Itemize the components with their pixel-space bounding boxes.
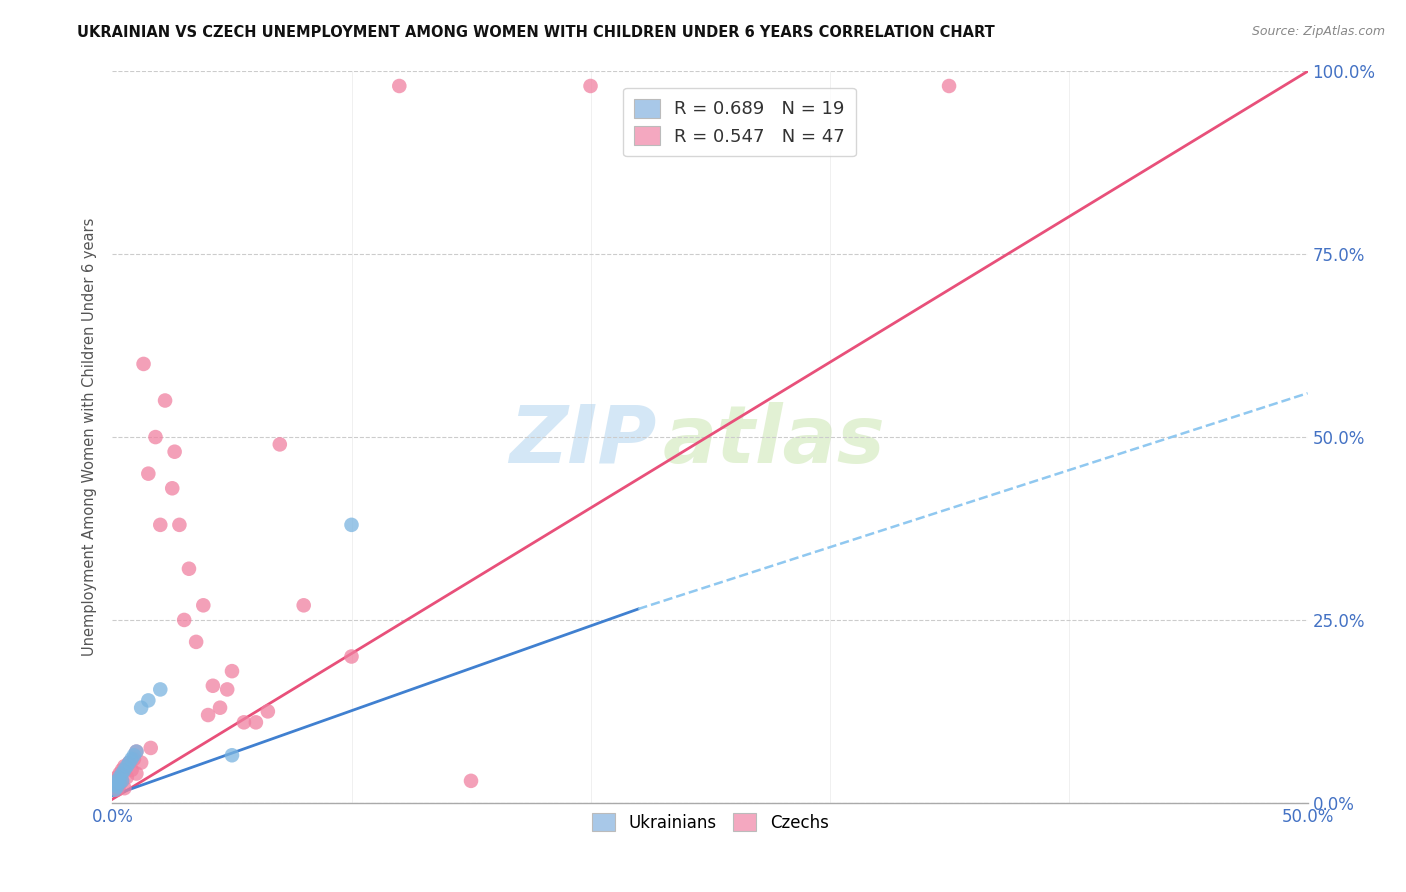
Point <box>201 679 224 693</box>
Point <box>269 437 291 451</box>
Point <box>138 467 160 481</box>
Point <box>221 748 243 763</box>
Point <box>105 773 128 788</box>
Point <box>153 393 176 408</box>
Text: UKRAINIAN VS CZECH UNEMPLOYMENT AMONG WOMEN WITH CHILDREN UNDER 6 YEARS CORRELAT: UKRAINIAN VS CZECH UNEMPLOYMENT AMONG WO… <box>77 25 995 40</box>
Point <box>177 562 200 576</box>
Point <box>139 740 162 755</box>
Point <box>460 773 482 788</box>
Point <box>118 756 141 770</box>
Point <box>108 775 131 789</box>
Point <box>145 430 167 444</box>
Point <box>111 766 134 780</box>
Point <box>114 763 135 777</box>
Point <box>292 599 315 613</box>
Point <box>104 778 127 792</box>
Y-axis label: Unemployment Among Women with Children Under 6 years: Unemployment Among Women with Children U… <box>82 218 97 657</box>
Point <box>125 745 148 759</box>
Point <box>209 700 232 714</box>
Point <box>149 682 172 697</box>
Point <box>138 693 160 707</box>
Point <box>111 763 134 777</box>
Point <box>122 752 145 766</box>
Point <box>114 781 135 796</box>
Point <box>105 770 128 784</box>
Point <box>118 756 141 770</box>
Point <box>111 773 134 788</box>
Point <box>104 773 127 788</box>
Point <box>340 517 363 532</box>
Point <box>122 748 145 763</box>
Point <box>108 766 131 780</box>
Point <box>114 759 135 773</box>
Point <box>938 78 960 93</box>
Point <box>169 517 191 532</box>
Point <box>104 781 127 796</box>
Point <box>111 773 134 788</box>
Point <box>163 444 186 458</box>
Point <box>121 763 143 777</box>
Text: atlas: atlas <box>662 401 884 480</box>
Point <box>193 599 215 613</box>
Point <box>104 778 127 792</box>
Point <box>104 782 127 797</box>
Point <box>579 78 602 93</box>
Point <box>388 78 411 93</box>
Point <box>162 481 183 495</box>
Point <box>245 715 267 730</box>
Point <box>186 635 208 649</box>
Point <box>105 780 128 794</box>
Point <box>115 759 138 773</box>
Point <box>115 770 138 784</box>
Point <box>173 613 195 627</box>
Point <box>105 782 128 797</box>
Point <box>132 357 155 371</box>
Point <box>108 778 131 792</box>
Text: Source: ZipAtlas.com: Source: ZipAtlas.com <box>1251 25 1385 38</box>
Point <box>217 682 239 697</box>
Point <box>340 649 363 664</box>
Point <box>197 708 219 723</box>
Point <box>129 756 152 770</box>
Legend: Ukrainians, Czechs: Ukrainians, Czechs <box>585 806 835 838</box>
Point <box>149 517 172 532</box>
Point <box>257 705 280 719</box>
Point <box>105 780 128 794</box>
Point <box>233 715 256 730</box>
Text: ZIP: ZIP <box>509 401 657 480</box>
Point <box>121 752 143 766</box>
Point <box>221 664 243 678</box>
Point <box>125 766 148 780</box>
Point <box>108 770 131 784</box>
Point <box>125 745 148 759</box>
Point <box>129 700 152 714</box>
